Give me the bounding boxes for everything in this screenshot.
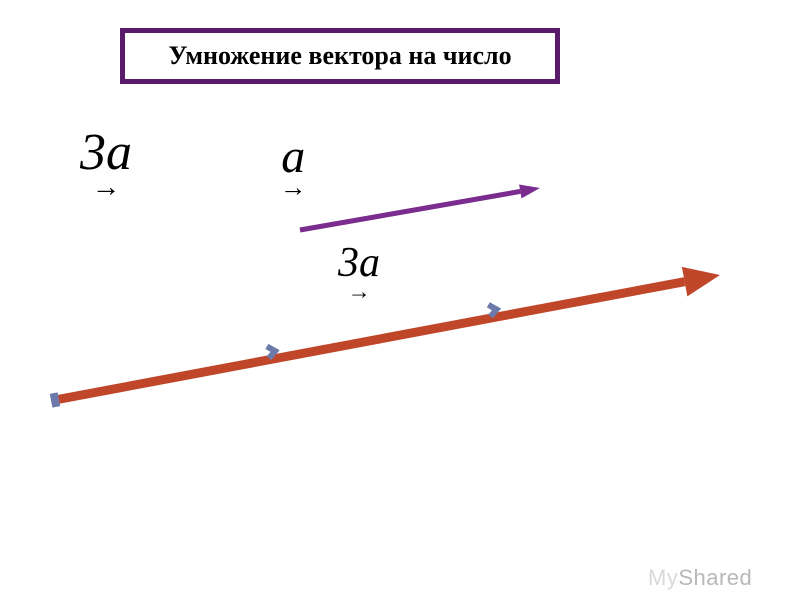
label-3a-left: 3a→ <box>80 130 132 201</box>
watermark-highlight: Shared <box>678 565 752 590</box>
watermark-pre: My <box>648 565 678 590</box>
label-3a-mid: 3a→ <box>338 245 380 302</box>
label-a-vector-arrow: → <box>280 176 306 200</box>
label-3a-mid-vector-arrow: → <box>347 281 370 302</box>
diagram-canvas <box>0 0 800 600</box>
label-3a-left-text: 3a <box>80 130 132 177</box>
label-a: a→ <box>280 135 306 200</box>
watermark: MyShared <box>648 565 752 591</box>
vector-3a-large <box>54 267 720 407</box>
label-3a-left-vector-arrow: → <box>92 175 121 201</box>
vector-a-small <box>300 185 540 230</box>
